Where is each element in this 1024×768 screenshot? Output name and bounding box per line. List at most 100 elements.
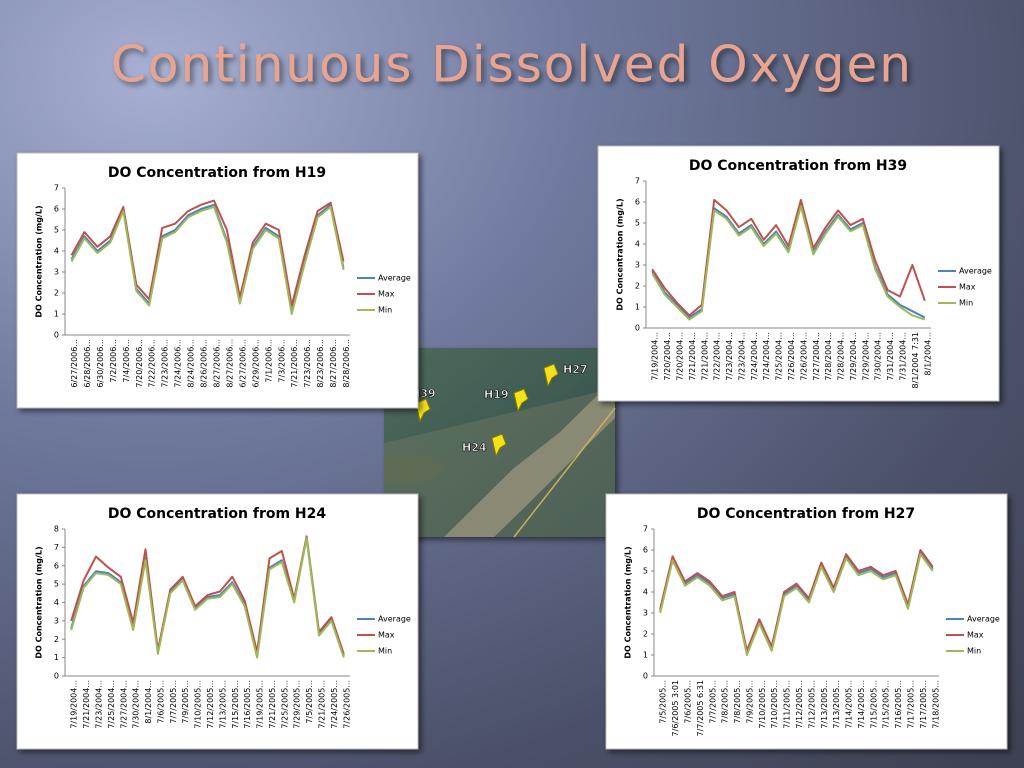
legend-label: Min — [378, 647, 392, 656]
x-tick-label: 7/9/2005... — [181, 680, 190, 724]
y-tick-label: 5 — [54, 580, 59, 589]
pin — [415, 398, 431, 423]
pin-label: H19 — [484, 388, 509, 401]
x-tick-label: 7/21/2004... — [82, 680, 91, 729]
y-tick-label: 3 — [643, 609, 648, 618]
x-tick-label: 7/26/2004... — [787, 332, 796, 381]
x-tick-label: 6/30/2006... — [96, 339, 105, 388]
y-tick-label: 7 — [54, 543, 59, 552]
series-line — [70, 199, 345, 307]
y-tick-label: 3 — [635, 261, 640, 270]
y-tick-label: 7 — [635, 177, 640, 186]
chart-panel: DO Concentration from H27 DO Concentratio… — [605, 493, 1008, 750]
chart-panel: DO Concentration from H39 DO Concentratio… — [597, 145, 1000, 402]
x-tick-label: 7/11/2005... — [783, 680, 792, 729]
slide-title: Continuous Dissolved Oxygen — [111, 36, 913, 94]
chart-title: DO Concentration from H39 — [689, 158, 907, 174]
y-tick-label: 6 — [54, 205, 59, 214]
y-tick-label: 0 — [54, 672, 59, 681]
x-tick-label: 7/23/2006... — [303, 339, 312, 388]
x-tick-label: 7/14/2005... — [845, 680, 854, 729]
x-tick-label: 8/27/2006... — [212, 339, 221, 388]
x-tick-label: 7/9/2005... — [745, 680, 754, 724]
legend-label: Min — [378, 306, 392, 315]
x-tick-label: 7/6/2005... — [683, 680, 692, 724]
y-tick-label: 5 — [635, 219, 640, 228]
x-tick-label: 8/27/2006... — [329, 339, 338, 388]
y-tick-label: 1 — [54, 310, 59, 319]
x-tick-label: 7/26/2005... — [342, 680, 351, 729]
x-tick-label: 7/20/2004... — [675, 332, 684, 381]
legend-label: Max — [378, 290, 395, 299]
x-tick-label: 7/5/2005... — [659, 680, 668, 724]
y-tick-label: 0 — [635, 324, 640, 333]
x-tick-label: 7/12/2005... — [206, 680, 215, 729]
x-tick-label: 7/24/2006... — [174, 339, 183, 388]
series-line — [659, 551, 934, 654]
x-tick-label: 7/1/2006... — [264, 339, 273, 383]
x-tick-label: 7/23/2004... — [94, 680, 103, 729]
pin-label: H27 — [563, 363, 588, 376]
x-tick-label: 8/1/2004... — [144, 680, 153, 724]
y-tick-label: 2 — [54, 635, 59, 644]
x-tick-label: 7/21/2005... — [268, 680, 277, 729]
x-tick-label: 7/18/2005... — [931, 680, 940, 729]
x-tick-label: 7/15/2005... — [869, 680, 878, 729]
x-tick-label: 7/31/2004... — [886, 332, 895, 381]
x-tick-label: 8/23/2006... — [316, 339, 325, 388]
x-tick-label: 7/17/2005... — [919, 680, 928, 729]
x-tick-label: 7/31/2004... — [899, 332, 908, 381]
x-tick-label: 8/26/2006... — [200, 339, 209, 388]
x-tick-label: 6/29/2006... — [251, 339, 260, 388]
x-tick-label: 6/27/2006... — [238, 339, 247, 388]
legend-label: Average — [378, 274, 411, 283]
x-tick-label: 7/28/2004... — [837, 332, 846, 381]
y-axis-label: DO Concentration (mg/L) — [35, 205, 44, 317]
x-tick-label: 7/21/2004... — [688, 332, 697, 381]
x-tick-label: 7/12/2005... — [795, 680, 804, 729]
y-tick-label: 5 — [54, 226, 59, 235]
series-line — [651, 205, 926, 321]
x-tick-label: 7/24/2005... — [330, 680, 339, 729]
chart-title: DO Concentration from H27 — [697, 506, 915, 522]
x-tick-label: 7/10/2005... — [194, 680, 203, 729]
x-tick-label: 7/3/2006... — [277, 339, 286, 383]
chart-panel: DO Concentration from H24 DO Concentratio… — [16, 493, 419, 750]
x-tick-label: 7/12/2005... — [807, 680, 816, 729]
x-tick-label: 7/23/2004... — [725, 332, 734, 381]
y-tick-label: 3 — [54, 616, 59, 625]
panel-background — [597, 145, 1000, 402]
y-tick-label: 7 — [643, 525, 648, 534]
legend-label: Max — [959, 283, 976, 292]
x-tick-label: 7/29/2004... — [861, 332, 870, 381]
x-tick-label: 7/22/2006... — [148, 339, 157, 388]
y-axis-label: DO Concentration (mg/L) — [624, 546, 633, 658]
x-tick-label: 7/22/2004... — [713, 332, 722, 381]
y-tick-label: 2 — [54, 289, 59, 298]
x-tick-label: 7/20/2004... — [663, 332, 672, 381]
legend-label: Min — [967, 647, 981, 656]
pin — [491, 433, 507, 458]
legend-label: Max — [378, 631, 395, 640]
x-tick-label: 7/10/2005... — [770, 680, 779, 729]
y-tick-label: 2 — [635, 282, 640, 291]
x-tick-label: 6/27/2006... — [70, 339, 79, 388]
legend-label: Min — [959, 299, 973, 308]
x-tick-label: 7/7/2005... — [169, 680, 178, 724]
series-line — [659, 549, 934, 652]
series-line — [659, 553, 934, 656]
y-tick-label: 6 — [54, 561, 59, 570]
x-tick-label: 7/19/2004... — [70, 680, 79, 729]
x-tick-label: 7/21/2005... — [318, 680, 327, 729]
x-tick-label: 7/5/2005... — [305, 680, 314, 724]
legend-label: Average — [378, 615, 411, 624]
y-tick-label: 4 — [643, 588, 648, 597]
y-axis-label: DO Concentration (mg/L) — [616, 198, 625, 310]
y-tick-label: 0 — [643, 672, 648, 681]
x-tick-label: 8/1/2004... — [923, 332, 932, 376]
x-tick-label: 8/27/2006... — [225, 339, 234, 388]
chart-title: DO Concentration from H24 — [108, 506, 327, 522]
x-tick-label: 7/4/2006... — [122, 339, 131, 383]
x-tick-label: 7/16/2005... — [894, 680, 903, 729]
